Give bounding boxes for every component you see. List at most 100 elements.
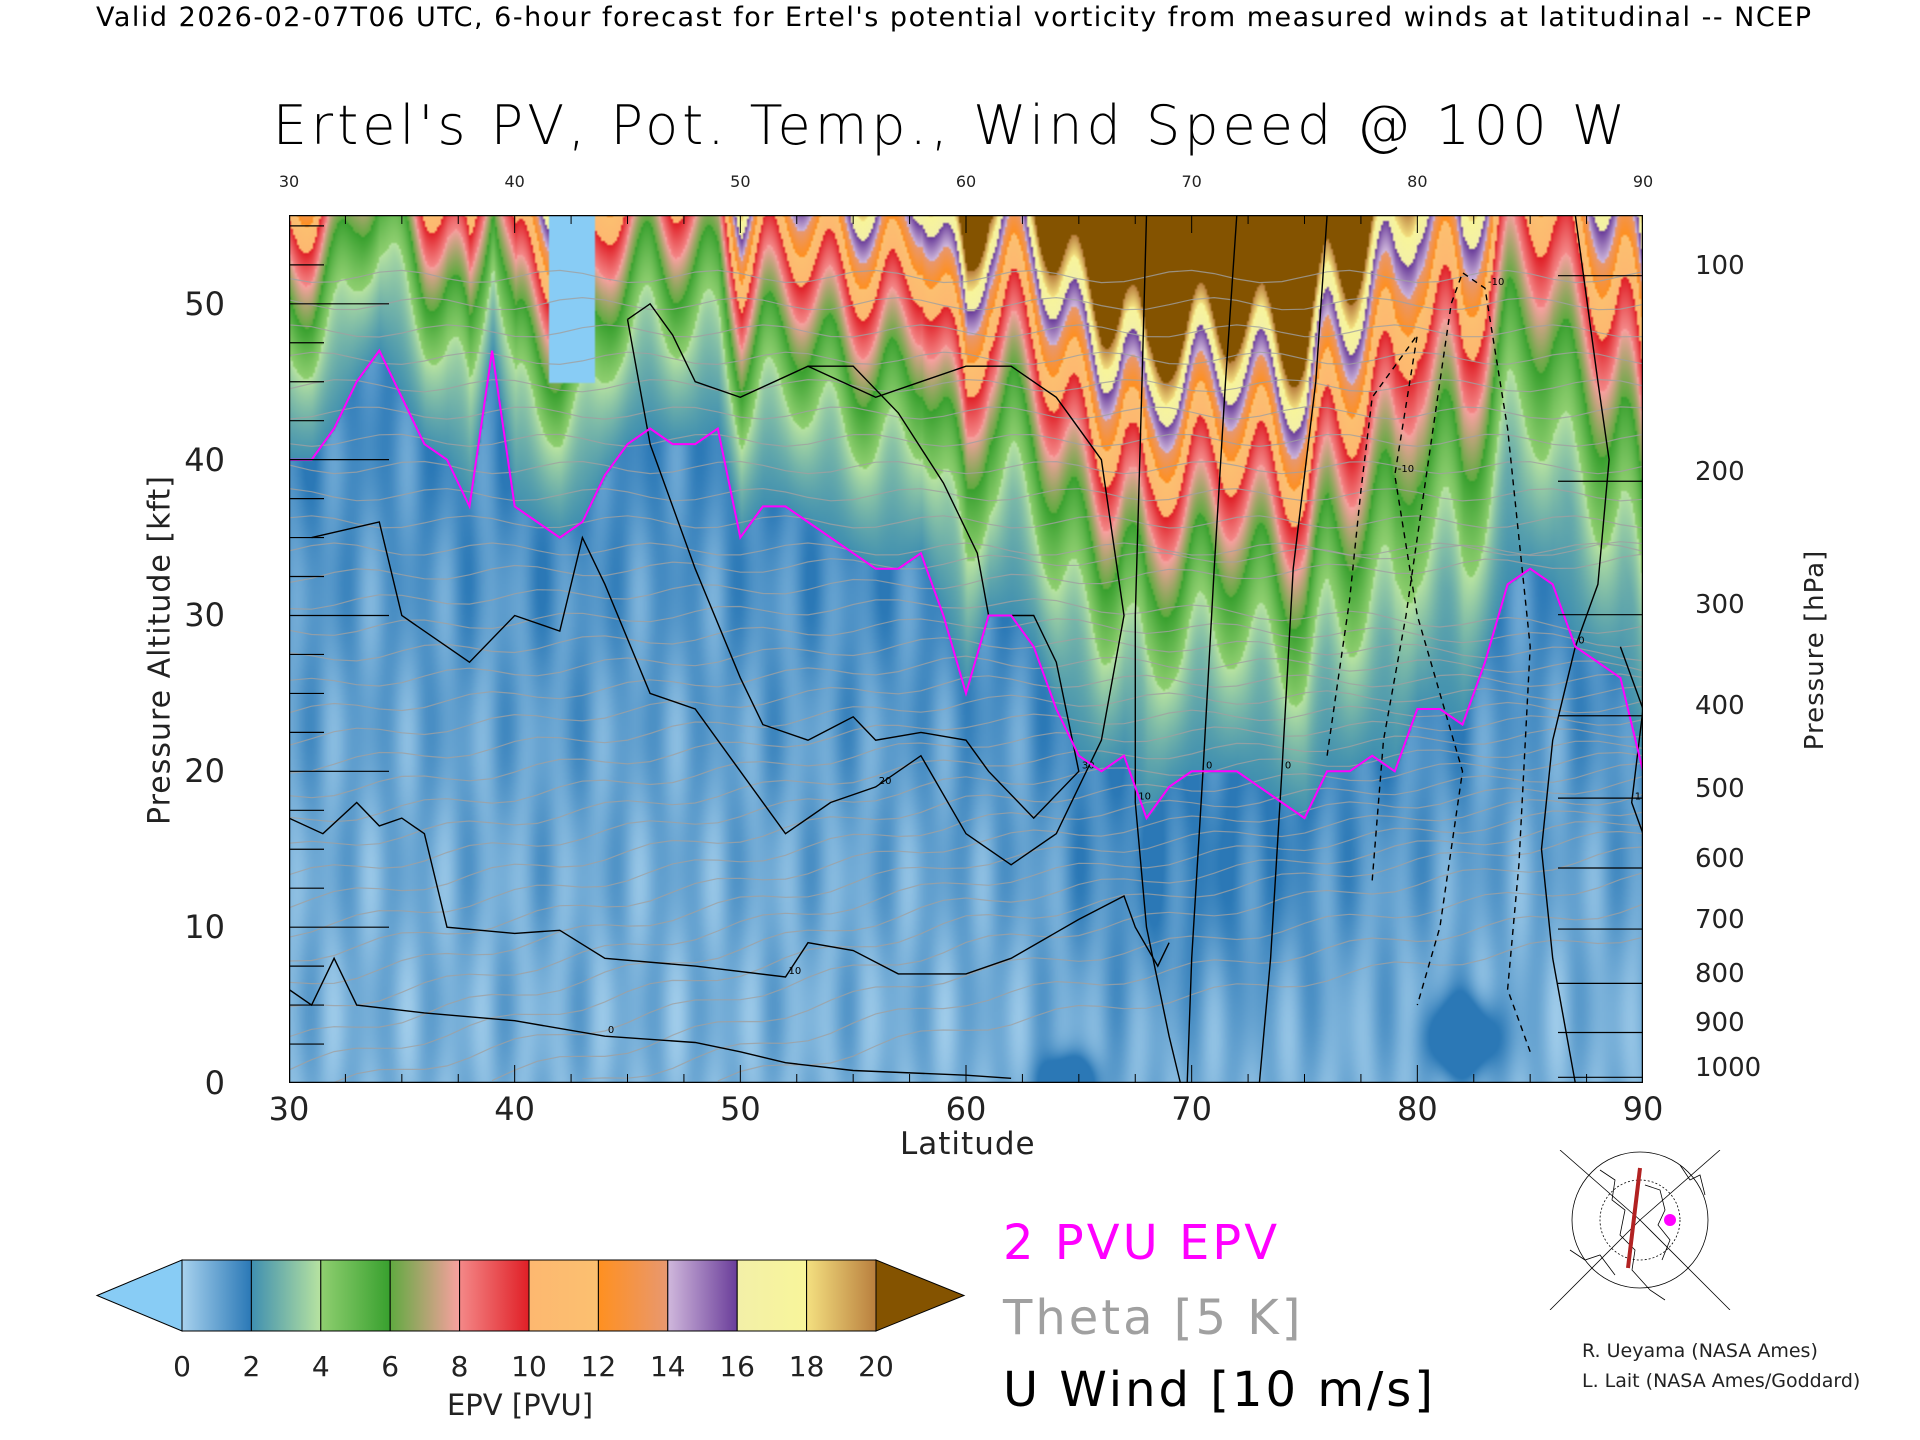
theta-contour [289,740,1643,876]
theta-contour [289,296,1643,311]
u-wind-contour-label: 10 [1138,791,1151,802]
theta-contour [289,637,1643,687]
map-location-marker [1664,1214,1676,1226]
pressure-tick-label: 900 [1695,1008,1745,1039]
theta-contour [289,541,1643,584]
legend-uwind: U Wind [10 m/s] [1003,1362,1437,1418]
pressure-tick-label: 800 [1695,959,1745,990]
legend-theta: Theta [5 K] [1003,1290,1304,1346]
theta-contour [289,324,1643,338]
y-tick-label: 10 [184,908,225,947]
theta-contour [289,433,1643,448]
colorbar-tick-label: 6 [381,1350,400,1383]
colorbar-segment [597,1259,669,1332]
header-text: Valid 2026-02-07T06 UTC, 6-hour forecast… [96,2,1813,33]
map-coastlines [1569,1164,1706,1301]
theta-contour [289,685,1643,774]
theta-contour [289,793,1643,985]
theta-contour [333,846,1643,1083]
colorbar-label: EPV [PVU] [446,1388,594,1422]
colorbar-segment [736,1259,808,1332]
u-wind-contour [1619,646,1643,834]
pressure-tick-label: 700 [1695,904,1745,935]
colorbar-segment [250,1259,322,1332]
y-axis-label: Pressure Altitude [kft] [142,475,178,825]
colorbar-segment [459,1259,530,1332]
u-wind-contour-label: 0 [1206,760,1212,771]
map-meridian [1639,1219,1731,1310]
colorbar-under-triangle [95,1259,183,1332]
colorbar-segment [320,1259,391,1332]
contour-overlay: 10 30 20 0 10 0 0 -10 -10 0 10 [289,215,1643,1083]
x-tick-label: 60 [945,1090,987,1128]
theta-contour [289,751,1643,909]
colorbar-tick-label: 18 [788,1350,825,1383]
pv2-contour [289,348,1643,821]
credit-line: R. Ueyama (NASA Ames) [1582,1340,1818,1362]
theta-contour [717,936,1643,1082]
pressure-tick-label: 400 [1695,691,1745,722]
epv-colorbar [95,1259,966,1332]
y-tick-label: 40 [184,440,225,479]
top-tick-label: 30 [278,172,300,191]
theta-contour [289,269,1643,284]
x-tick-label: 30 [268,1090,310,1128]
u-wind-contour-label: -10 [1488,277,1504,288]
theta-contour [289,715,1643,823]
pressure-axis-label: Pressure [hPa] [1800,549,1830,751]
x-axis-label: Latitude [900,1126,1036,1162]
locator-map [1549,1150,1731,1310]
colorbar-tick-label: 10 [511,1350,547,1383]
colorbar-tick-label: 2 [242,1350,261,1383]
colorbar-segment [181,1259,252,1332]
theta-contour [289,830,1643,1071]
u-wind-contour [1371,271,1531,1053]
chart-title: Ertel's PV, Pot. Temp., Wind Speed @ 100… [272,94,1630,157]
theta-contour [289,406,1643,420]
pressure-tick-label: 500 [1695,773,1745,804]
plot-frame [289,215,1643,1083]
u-wind-contour-label: 20 [879,776,892,787]
top-tick-label: 40 [504,172,525,191]
map-meridian [1559,1150,1641,1221]
theta-contour [289,762,1643,938]
top-tick-label: 70 [1181,172,1202,191]
u-wind-contour-label: 10 [788,966,801,977]
theta-contour [289,378,1643,393]
colorbar-segment [528,1259,599,1332]
theta-contour [289,728,1643,846]
colorbar-tick-label: 14 [649,1350,686,1383]
y-tick-label: 50 [184,284,225,323]
u-wind-contour-label: 30 [1082,760,1095,771]
credit-line: L. Lait (NASA Ames/Goddard) [1582,1370,1861,1392]
theta-contour [289,542,1643,556]
theta-contour [289,700,1643,799]
y-tick-label: 30 [184,596,225,635]
theta-contour [289,618,1643,662]
pressure-tick-label: 1000 [1695,1052,1762,1083]
plot-area: 10 30 20 0 10 0 0 -10 -10 0 10 [289,215,1643,1083]
colorbar-tick-label: 0 [173,1350,191,1383]
theta-contour [289,351,1643,366]
colorbar-segment [389,1259,461,1332]
theta-contour [289,655,1643,714]
x-tick-label: 70 [1171,1090,1213,1128]
x-tick-label: 50 [719,1090,761,1128]
u-wind-contour-label: 0 [1578,636,1584,647]
u-wind-contour [311,365,1125,866]
u-wind-contour-label: 0 [1285,760,1291,771]
colorbar-segment [806,1259,877,1332]
u-wind-contour [1134,215,1182,1083]
colorbar-segment [667,1259,738,1332]
theta-contour [289,515,1643,529]
x-tick-label: 90 [1622,1090,1664,1128]
theta-contour [289,810,1643,1008]
u-wind-contour [1326,334,1464,1006]
colorbar-tick-label: 12 [580,1350,617,1383]
u-wind-contour [1186,215,1238,1083]
theta-contour [289,821,1643,1038]
u-wind-contour [626,302,1080,820]
theta-contour [289,598,1643,636]
epv-field [289,215,1643,1083]
colorbar-tick-label: 20 [858,1350,894,1383]
